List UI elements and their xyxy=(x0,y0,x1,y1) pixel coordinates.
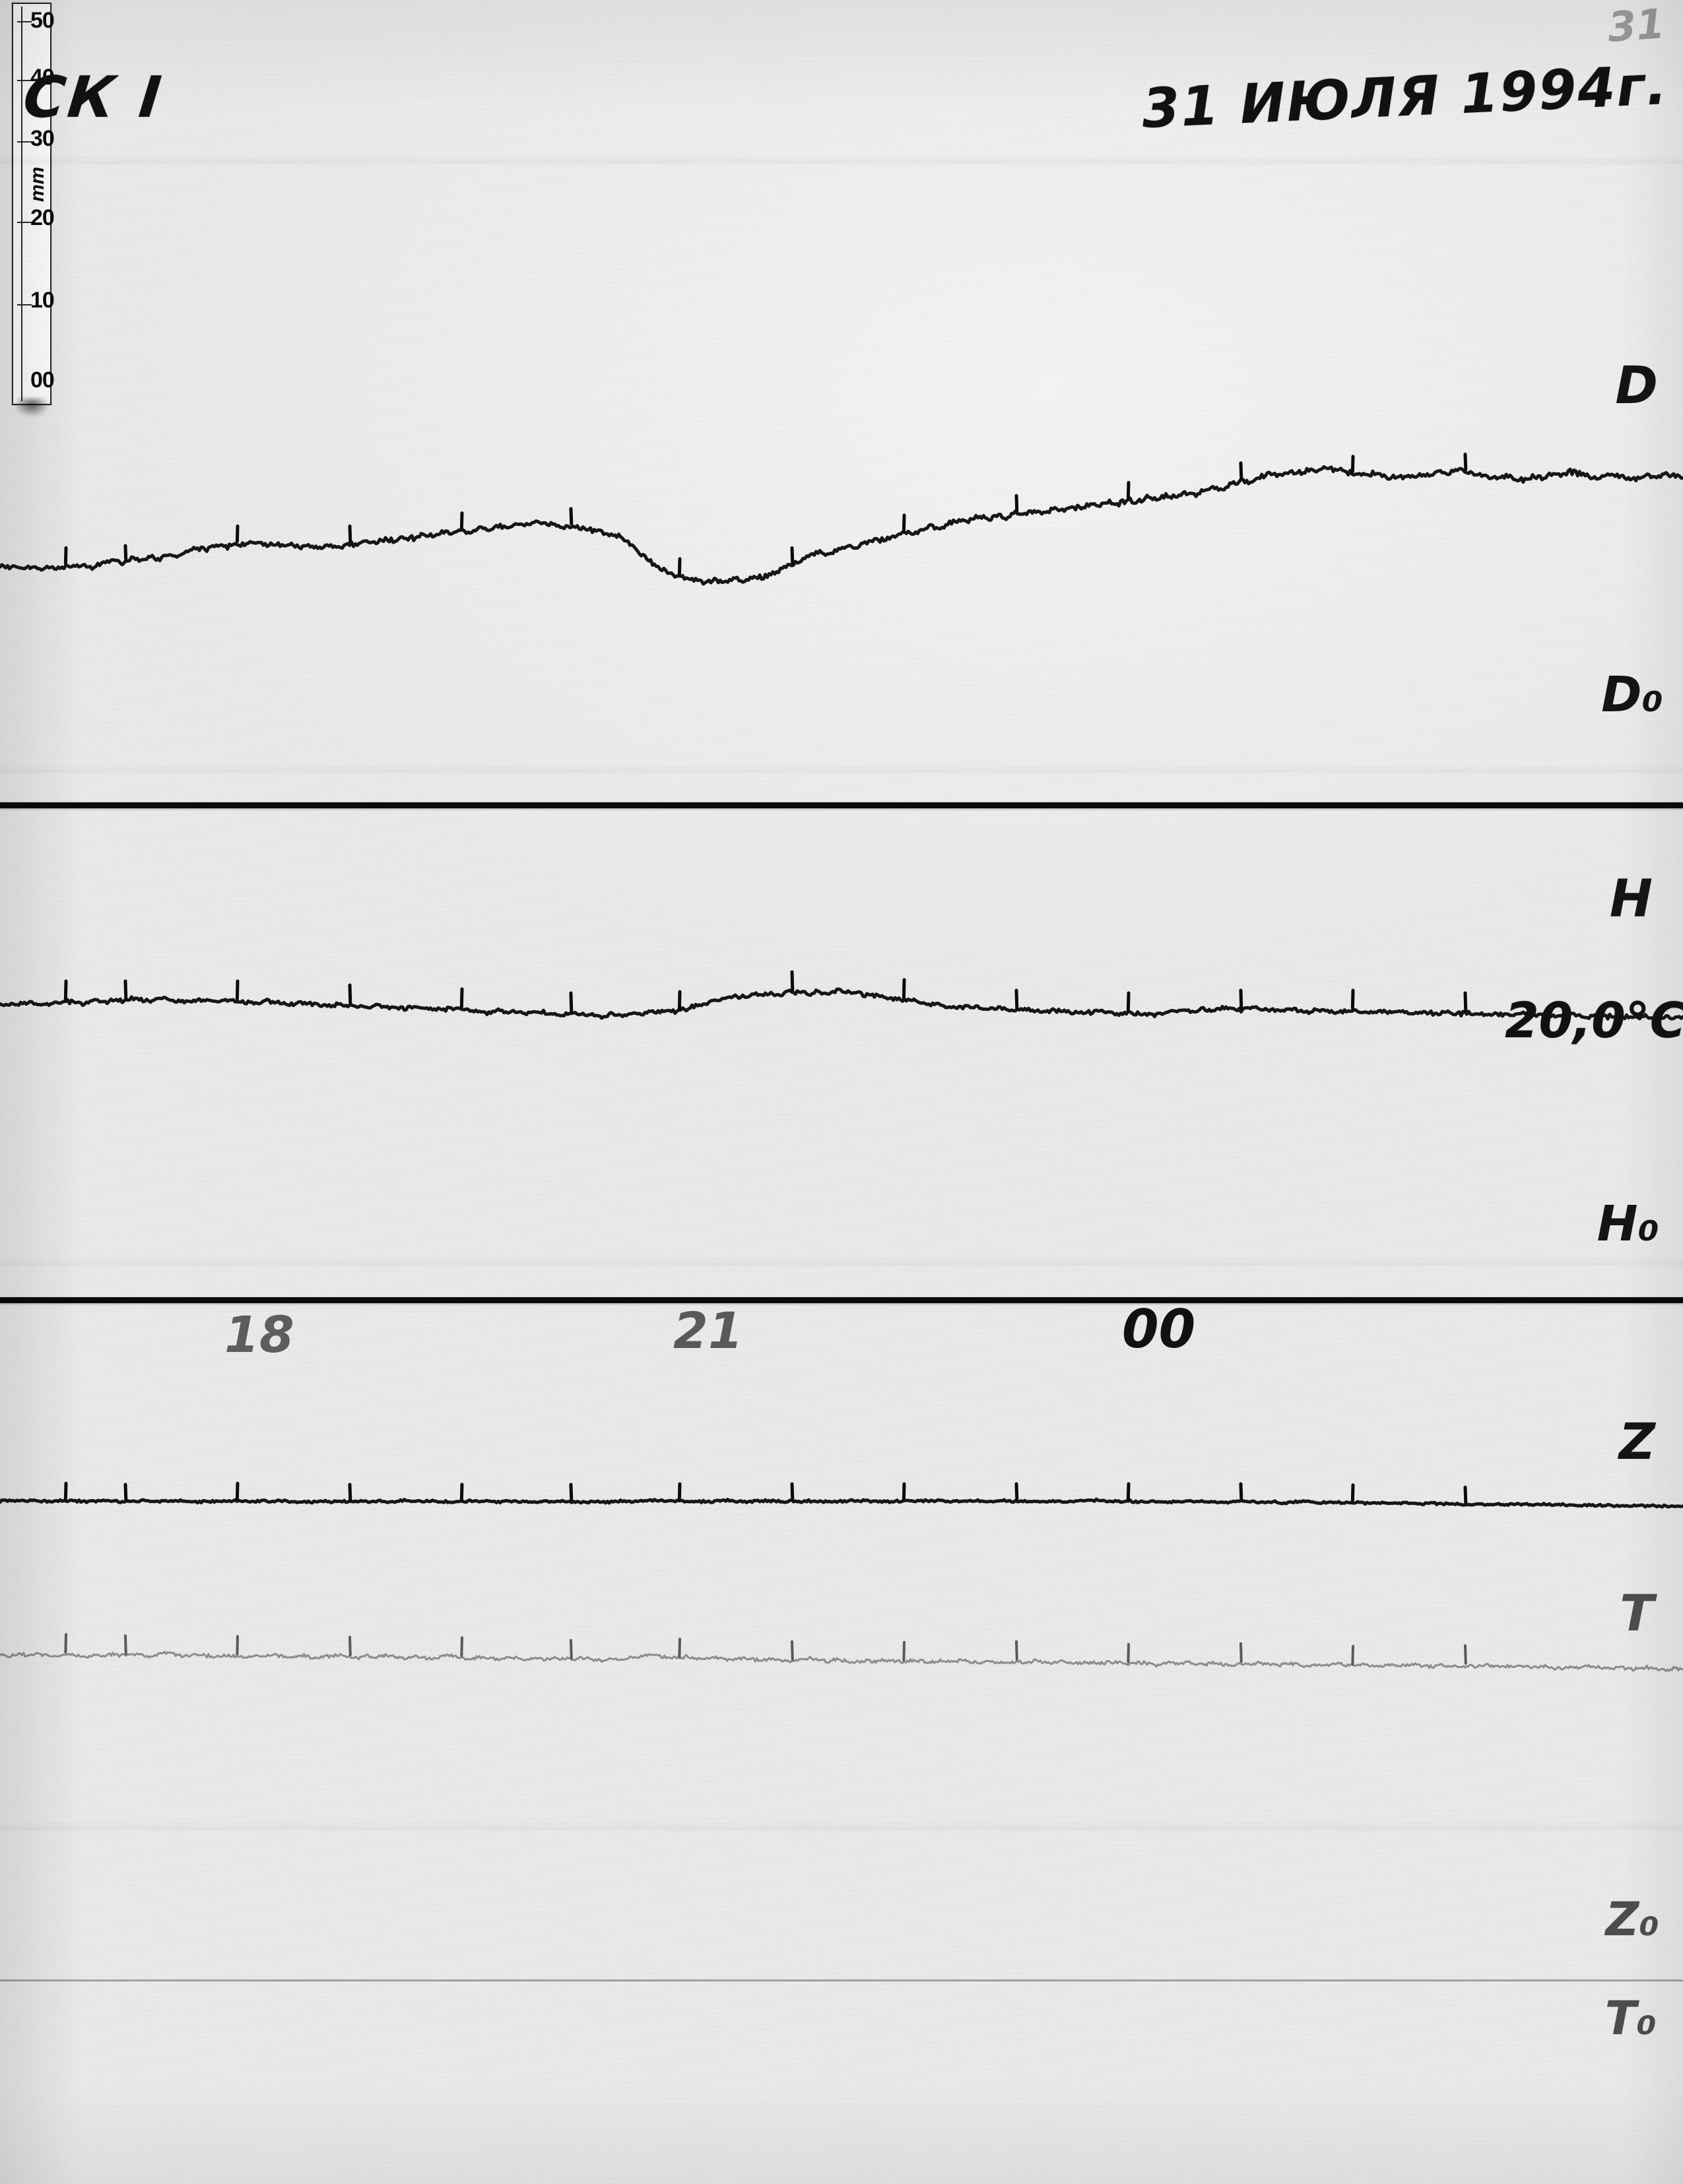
hour-tick-mark xyxy=(123,544,128,563)
d0-text: D₀ xyxy=(1601,666,1663,723)
date-annotation: 31 ИЮЛЯ 1994г. xyxy=(1140,53,1670,141)
h0-text: H₀ xyxy=(1597,1196,1659,1252)
trace-path-z xyxy=(0,1497,1683,1509)
hour-tick-mark xyxy=(1014,1482,1019,1501)
hour-tick-mark xyxy=(569,1483,574,1502)
hour-tick-mark xyxy=(63,979,68,1001)
hour-tick-mark xyxy=(124,1634,127,1655)
ruler-tick-30 xyxy=(17,141,32,143)
paper-crease xyxy=(0,155,1683,172)
time-label-00: 00 xyxy=(1122,1299,1196,1360)
paper-crease xyxy=(0,764,1683,781)
hour-tick-mark xyxy=(1014,988,1019,1010)
ruler-tick-40 xyxy=(17,80,32,81)
separator-rule-2 xyxy=(0,1297,1683,1303)
ruler-spine xyxy=(21,7,22,401)
hour-tick-mark xyxy=(790,970,795,992)
hour-tick-mark xyxy=(677,990,682,1012)
hour-tick-mark xyxy=(1464,1644,1467,1665)
trace-path-h xyxy=(0,987,1683,1021)
hour-tick-mark xyxy=(236,1635,239,1655)
ruler-label-40: 40 xyxy=(30,65,55,90)
hour-tick-mark xyxy=(790,1482,795,1501)
hour-tick-mark xyxy=(1463,1485,1468,1504)
hour-tick-mark xyxy=(63,546,68,565)
trace-t xyxy=(0,1584,1683,1716)
trace-path-d xyxy=(0,465,1683,586)
ruler-label-30: 30 xyxy=(30,126,55,151)
ruler-label-50: 50 xyxy=(30,8,55,33)
hour-tick-mark xyxy=(790,546,795,565)
hour-tick-mark xyxy=(678,1638,681,1658)
hour-tick-mark xyxy=(459,1483,464,1502)
hour-tick-mark xyxy=(1350,1483,1355,1502)
z0-text: Z₀ xyxy=(1605,1892,1659,1946)
hour-tick-mark xyxy=(459,987,464,1009)
ruler-label-00: 00 xyxy=(30,368,55,393)
hour-tick-mark xyxy=(460,1636,463,1657)
paper-crease xyxy=(0,1821,1683,1838)
hour-tick-mark xyxy=(123,1483,128,1502)
ruler-bottom-smudge xyxy=(16,399,48,416)
channel-baseline-label-h0: H₀ xyxy=(1597,1196,1659,1252)
hour-tick-mark xyxy=(677,1482,682,1501)
channel-baseline-label-z0: Z₀ xyxy=(1606,1892,1659,1946)
separator-rule-1 xyxy=(0,802,1683,808)
hour-tick-mark xyxy=(1127,1643,1130,1663)
hour-tick-mark xyxy=(1015,1640,1018,1661)
hour-tick-mark xyxy=(235,979,240,1001)
channel-baseline-label-d0: D₀ xyxy=(1601,666,1663,723)
hour-tick-mark xyxy=(1126,480,1131,499)
hour-tick-mark xyxy=(123,979,128,1001)
station-code-annotation: СК I xyxy=(20,65,167,131)
hour-tick-mark xyxy=(63,1481,68,1500)
trace-d xyxy=(0,396,1683,713)
hour-tick-mark xyxy=(235,524,240,543)
time-label-18: 18 xyxy=(224,1305,294,1364)
time-label-21: 21 xyxy=(673,1301,743,1360)
hour-tick-mark xyxy=(1351,1645,1354,1665)
channel-label-h: H xyxy=(1609,870,1653,929)
ruler-label-20: 20 xyxy=(30,205,55,230)
hour-tick-mark xyxy=(1350,988,1355,1010)
hour-tick-mark xyxy=(235,1481,240,1500)
hour-tick-mark xyxy=(459,511,464,530)
channel-label-t: T xyxy=(1620,1584,1654,1642)
ruler-tick-10 xyxy=(17,304,32,305)
ruler-label-10: 10 xyxy=(30,288,55,313)
trace-h xyxy=(0,897,1683,1108)
hour-tick-mark xyxy=(1463,991,1468,1013)
channel-baseline-label-t0: T₀ xyxy=(1605,1991,1657,2045)
ruler-tick-20 xyxy=(17,222,32,223)
channel-label-z: Z xyxy=(1618,1412,1655,1471)
t0-text: T₀ xyxy=(1604,1991,1657,2045)
hour-tick-mark xyxy=(569,507,574,526)
trace-z xyxy=(0,1438,1683,1557)
hour-tick-mark xyxy=(1014,494,1019,513)
hour-tick-mark xyxy=(1463,453,1468,471)
ruler-unit-label: mm xyxy=(26,166,48,202)
hour-tick-mark xyxy=(677,557,682,576)
channel-label-d: D xyxy=(1615,356,1658,416)
hour-tick-mark xyxy=(791,1640,794,1661)
hour-tick-mark xyxy=(569,991,574,1013)
mm-ruler: 50 40 30 mm 20 10 00 xyxy=(12,3,55,416)
ruler-tick-50 xyxy=(17,21,32,22)
hour-tick-mark xyxy=(1350,455,1355,474)
separator-rule-3 xyxy=(0,1979,1683,1981)
hour-tick-mark xyxy=(570,1639,573,1659)
trace-path-t xyxy=(0,1650,1683,1673)
hour-tick-mark xyxy=(1126,991,1131,1013)
page-number-annotation: 31 xyxy=(1606,0,1666,51)
paper-crease xyxy=(0,1257,1683,1274)
hour-tick-mark xyxy=(64,1633,67,1654)
temperature-annotation: 20,0°C xyxy=(1505,992,1683,1049)
hour-tick-mark xyxy=(1126,1482,1131,1501)
